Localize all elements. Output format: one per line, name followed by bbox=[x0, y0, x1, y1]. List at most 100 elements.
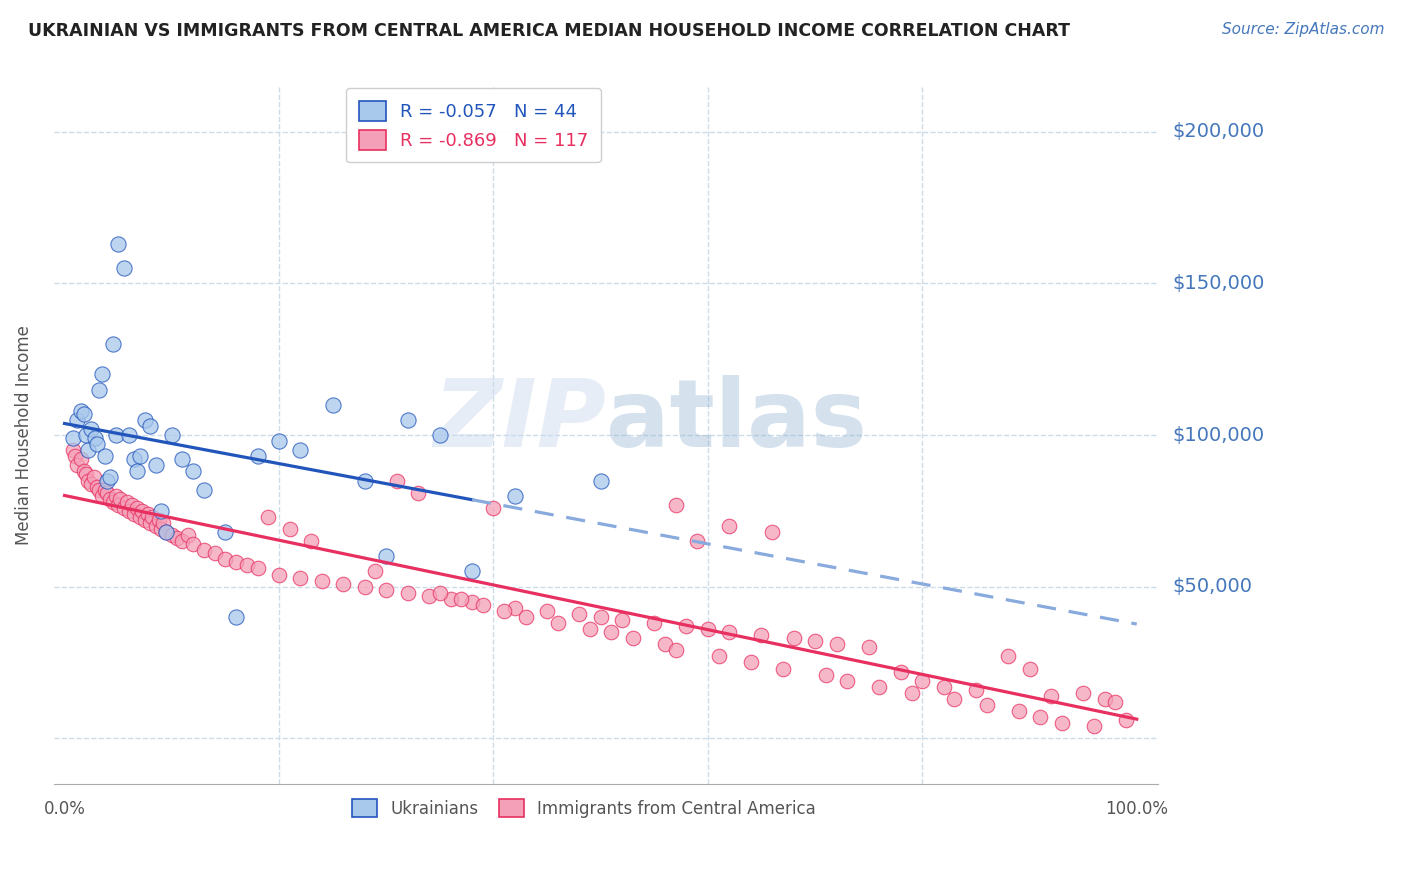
Text: atlas: atlas bbox=[606, 376, 868, 467]
Point bbox=[225, 555, 247, 569]
Point bbox=[141, 509, 163, 524]
Point bbox=[654, 637, 676, 651]
Point bbox=[429, 428, 451, 442]
Point bbox=[152, 516, 174, 530]
Text: $150,000: $150,000 bbox=[1173, 274, 1264, 293]
Point bbox=[503, 489, 526, 503]
Point bbox=[107, 498, 129, 512]
Point bbox=[83, 470, 105, 484]
Point bbox=[112, 261, 135, 276]
Point bbox=[1039, 689, 1062, 703]
Point bbox=[66, 458, 89, 473]
Point bbox=[858, 640, 880, 655]
Point bbox=[112, 500, 135, 515]
Point bbox=[145, 458, 167, 473]
Point bbox=[568, 607, 591, 621]
Point bbox=[150, 504, 173, 518]
Point bbox=[600, 625, 623, 640]
Point bbox=[127, 500, 149, 515]
Point bbox=[278, 522, 301, 536]
Point bbox=[214, 524, 236, 539]
Point bbox=[91, 489, 114, 503]
Point bbox=[322, 398, 344, 412]
Point bbox=[375, 582, 398, 597]
Point bbox=[311, 574, 333, 588]
Point bbox=[134, 513, 156, 527]
Text: 0.0%: 0.0% bbox=[44, 800, 86, 818]
Point bbox=[900, 686, 922, 700]
Point bbox=[621, 631, 644, 645]
Point bbox=[128, 509, 150, 524]
Point bbox=[782, 631, 804, 645]
Point bbox=[589, 474, 612, 488]
Point bbox=[718, 625, 741, 640]
Point bbox=[166, 531, 188, 545]
Point bbox=[75, 467, 97, 482]
Point bbox=[148, 513, 170, 527]
Point bbox=[579, 622, 602, 636]
Point bbox=[396, 413, 419, 427]
Point bbox=[1083, 719, 1105, 733]
Point bbox=[1115, 713, 1137, 727]
Point bbox=[236, 558, 259, 573]
Point bbox=[155, 524, 177, 539]
Point bbox=[299, 534, 322, 549]
Point bbox=[257, 509, 280, 524]
Point bbox=[1050, 716, 1073, 731]
Point bbox=[932, 680, 955, 694]
Text: 100.0%: 100.0% bbox=[1105, 800, 1168, 818]
Point bbox=[193, 543, 215, 558]
Point bbox=[96, 485, 118, 500]
Text: $200,000: $200,000 bbox=[1173, 122, 1264, 141]
Point bbox=[868, 680, 890, 694]
Point bbox=[751, 628, 773, 642]
Point bbox=[121, 498, 143, 512]
Point bbox=[396, 585, 419, 599]
Point bbox=[429, 585, 451, 599]
Point bbox=[160, 428, 183, 442]
Point bbox=[139, 419, 162, 434]
Point bbox=[65, 450, 87, 464]
Point bbox=[69, 452, 91, 467]
Point bbox=[86, 437, 108, 451]
Point bbox=[740, 656, 762, 670]
Point bbox=[193, 483, 215, 497]
Point bbox=[127, 465, 149, 479]
Point bbox=[675, 619, 697, 633]
Point bbox=[62, 443, 84, 458]
Point bbox=[98, 491, 121, 506]
Point bbox=[155, 524, 177, 539]
Point bbox=[547, 615, 569, 630]
Point bbox=[1029, 710, 1052, 724]
Point bbox=[177, 528, 200, 542]
Point bbox=[62, 431, 84, 445]
Point bbox=[385, 474, 408, 488]
Point bbox=[461, 565, 484, 579]
Point bbox=[375, 549, 398, 564]
Point bbox=[1071, 686, 1094, 700]
Point bbox=[83, 431, 105, 445]
Point bbox=[686, 534, 709, 549]
Point bbox=[290, 570, 312, 584]
Point bbox=[471, 598, 494, 612]
Point bbox=[353, 580, 375, 594]
Point bbox=[77, 443, 100, 458]
Point bbox=[718, 519, 741, 533]
Point bbox=[665, 643, 688, 657]
Point bbox=[98, 470, 121, 484]
Point bbox=[461, 595, 484, 609]
Point bbox=[214, 552, 236, 566]
Point bbox=[77, 474, 100, 488]
Point bbox=[118, 504, 141, 518]
Point bbox=[837, 673, 859, 688]
Text: $50,000: $50,000 bbox=[1173, 577, 1253, 596]
Point bbox=[1008, 704, 1031, 718]
Point bbox=[696, 622, 718, 636]
Point bbox=[353, 474, 375, 488]
Point bbox=[122, 452, 145, 467]
Point bbox=[115, 495, 138, 509]
Point bbox=[150, 522, 173, 536]
Point bbox=[589, 610, 612, 624]
Point bbox=[450, 591, 472, 606]
Point bbox=[1018, 661, 1040, 675]
